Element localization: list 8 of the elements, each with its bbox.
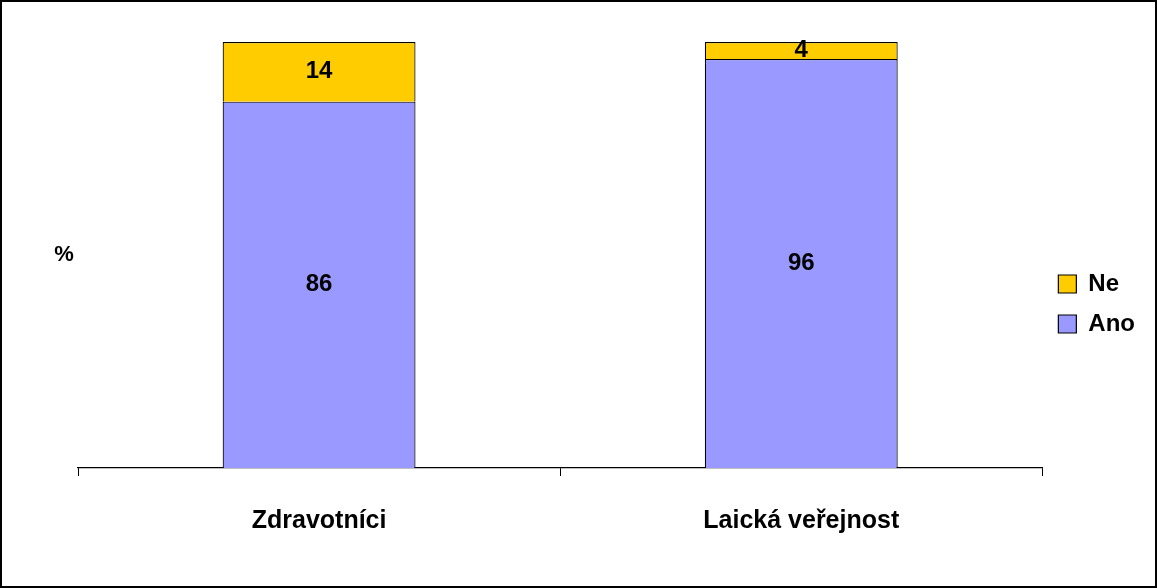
data-label: 86 bbox=[305, 269, 333, 297]
y-axis-title: % bbox=[54, 241, 74, 267]
data-label: 14 bbox=[305, 56, 334, 84]
legend-label: Ano bbox=[1088, 308, 1135, 336]
x-tick-label: Laická veřejnost bbox=[703, 504, 900, 533]
x-tick-label: Zdravotníci bbox=[251, 504, 387, 533]
data-label: 96 bbox=[787, 248, 815, 276]
legend-label: Ne bbox=[1088, 268, 1120, 296]
